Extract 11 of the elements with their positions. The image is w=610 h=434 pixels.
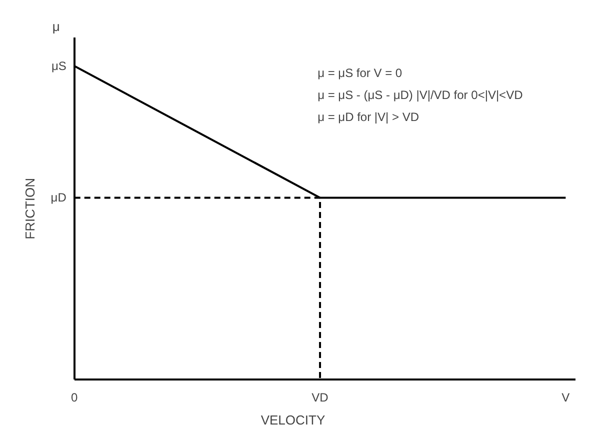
x-tick-label: 0 — [71, 390, 78, 404]
annotation: μ = μS for V = 0 — [318, 66, 402, 80]
annotation: μS — [51, 59, 66, 74]
x-tick-label: V — [562, 390, 570, 404]
x-tick-label: VD — [312, 390, 329, 404]
annotation: μ = μD for |V| > VD — [318, 110, 420, 124]
annotation: μ = μS - (μS - μD) |V|/VD for 0<|V|<VD — [318, 88, 524, 102]
x-axis-title: VELOCITY — [260, 412, 326, 428]
text: μ — [52, 18, 60, 34]
annotation: μD — [50, 190, 67, 205]
y-axis-title: FRICTION — [22, 178, 38, 240]
